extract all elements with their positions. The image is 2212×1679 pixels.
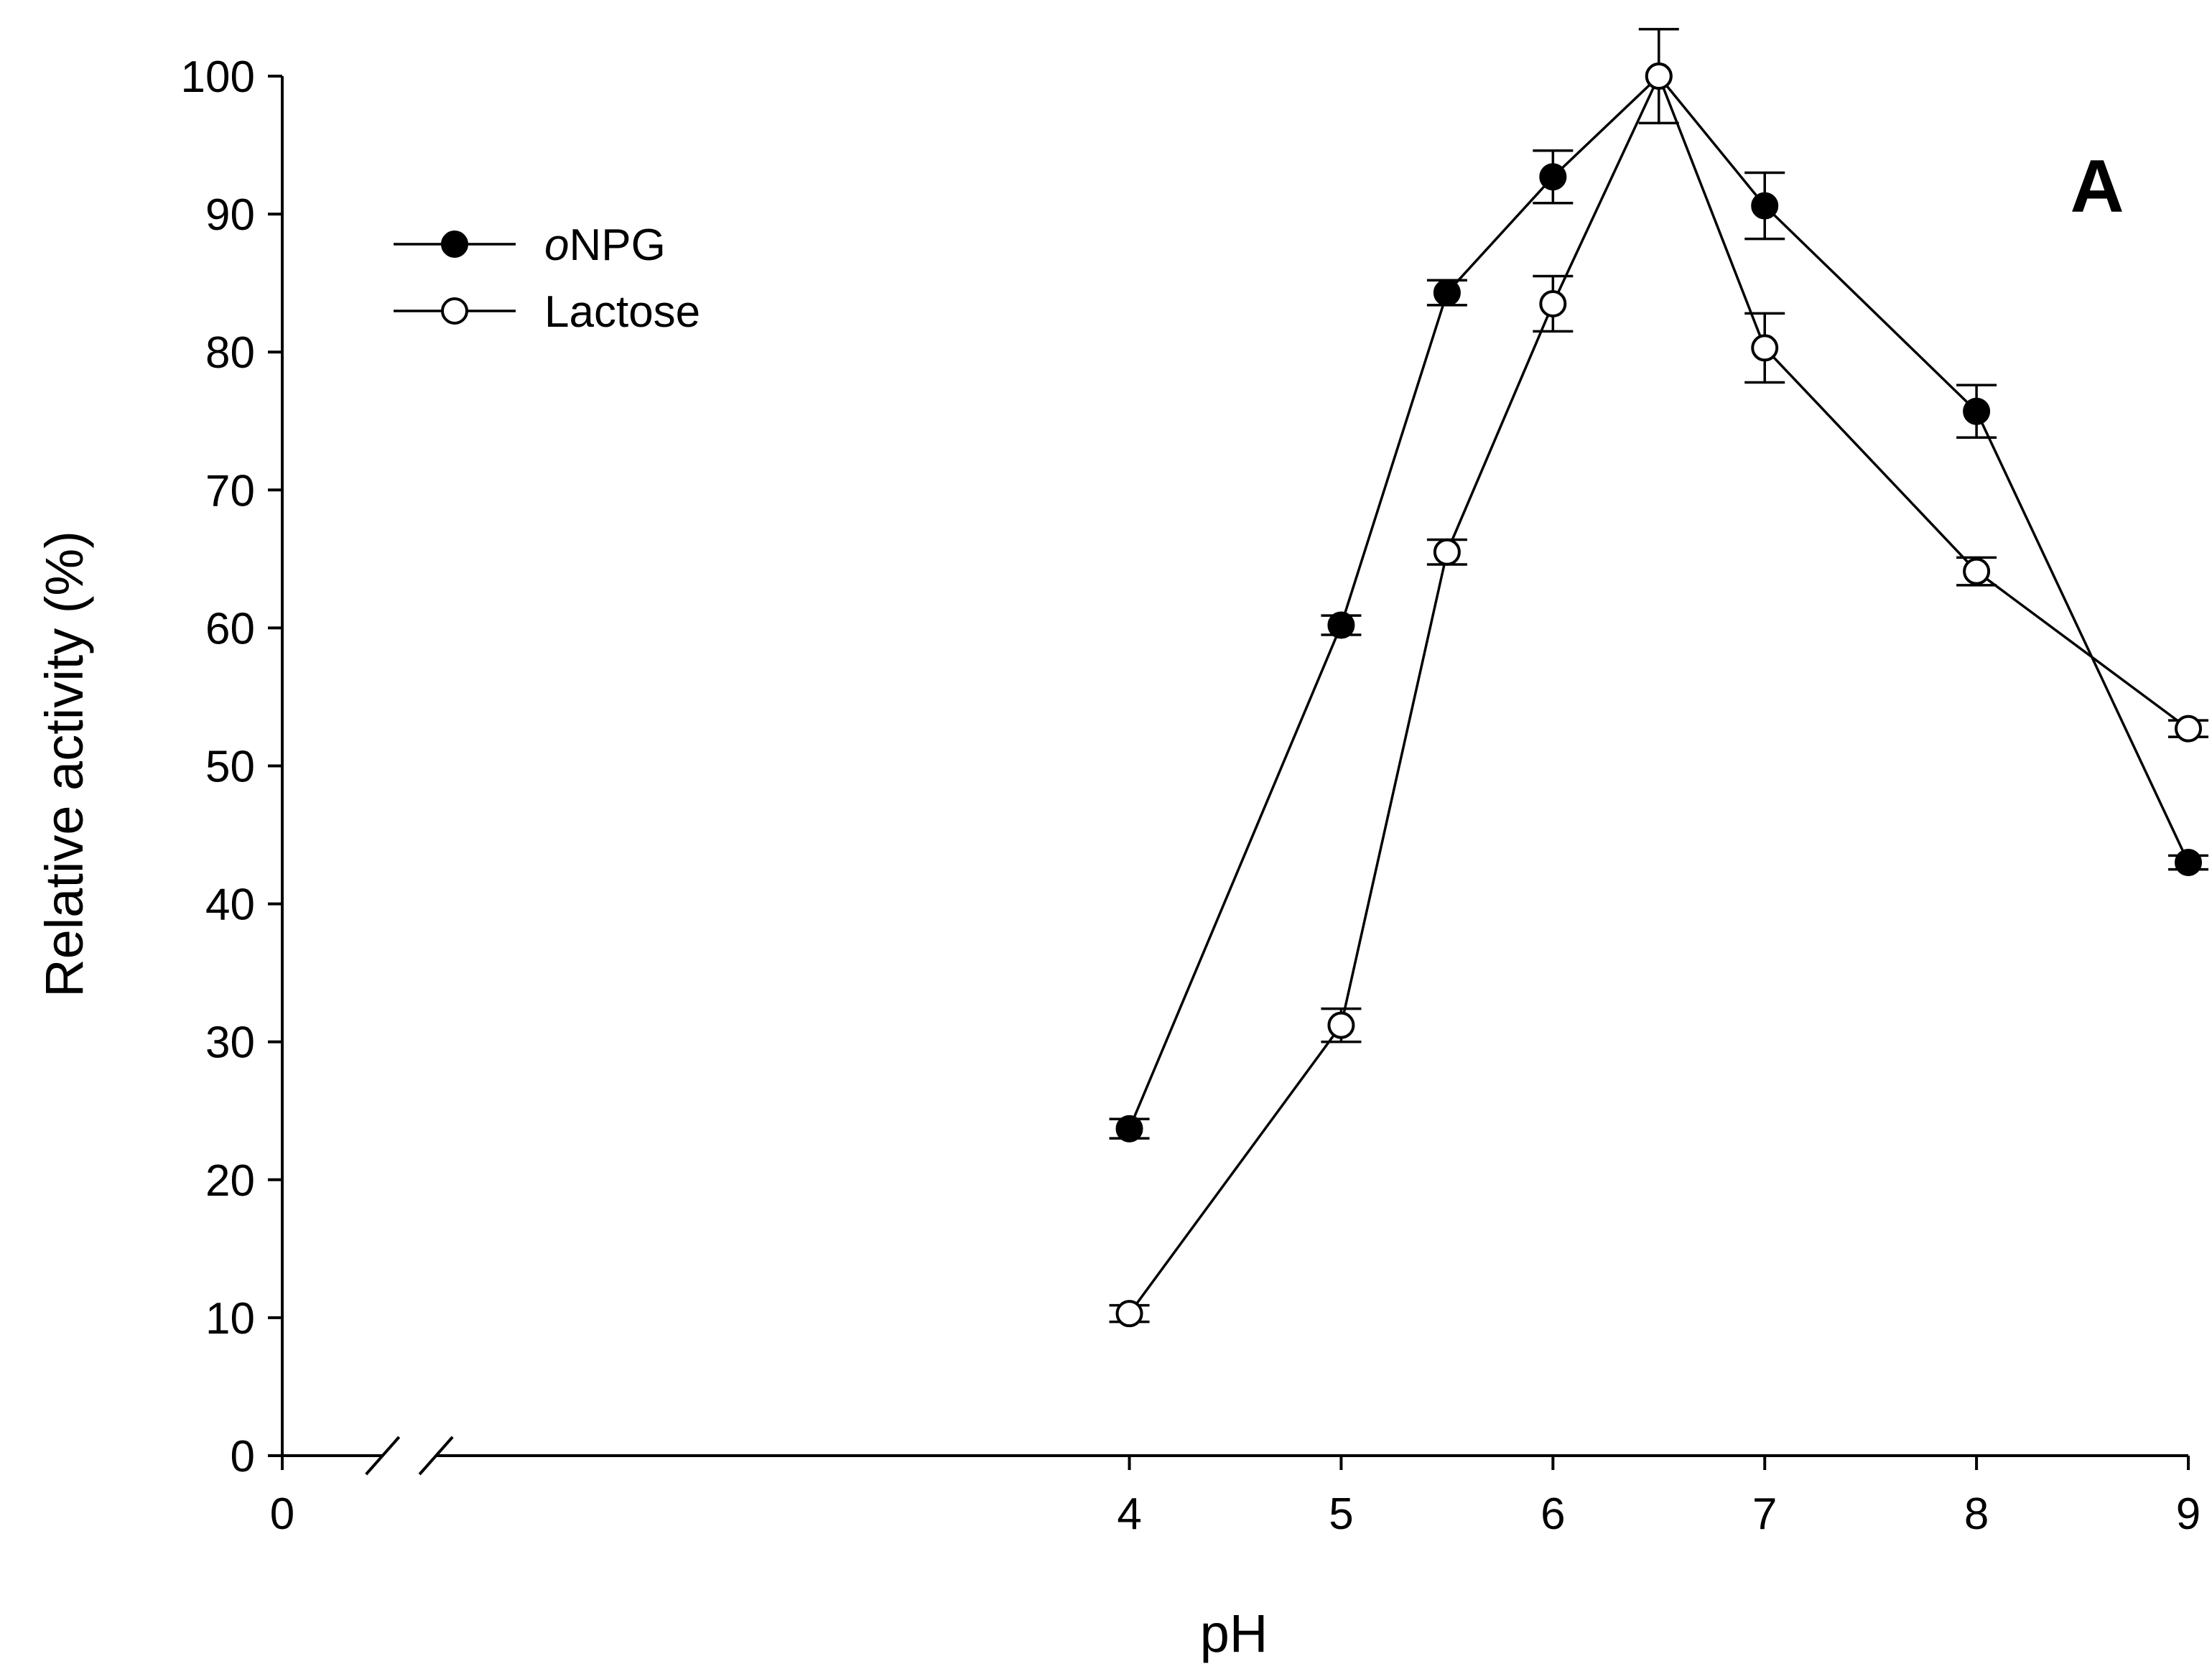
series-layer — [1109, 27, 2208, 1328]
y-tick-label: 50 — [205, 743, 255, 792]
y-tick-label: 20 — [205, 1156, 255, 1206]
x-tick-label: 9 — [2176, 1489, 2201, 1539]
y-axis-title: Relative activity (%) — [34, 531, 94, 997]
data-point — [1327, 1011, 1355, 1039]
data-point — [1751, 192, 1779, 220]
legend-marker — [441, 297, 468, 325]
data-point — [1433, 538, 1461, 566]
x-tick-label: 5 — [1329, 1489, 1353, 1539]
series-onpg — [1109, 62, 2208, 1143]
y-tick-label: 90 — [205, 190, 255, 240]
axis-break-mark — [418, 1436, 454, 1476]
panel-label: A — [2070, 145, 2124, 228]
data-point — [1327, 611, 1355, 639]
y-tick-label: 100 — [181, 52, 255, 102]
data-point — [1963, 557, 1991, 585]
data-point — [1539, 163, 1567, 191]
axis-break-mark — [365, 1436, 401, 1476]
data-point — [1115, 1300, 1143, 1328]
x-tick-label: 8 — [1964, 1489, 1989, 1539]
y-tick-label: 80 — [205, 328, 255, 378]
legend: oNPG Lactose — [394, 220, 700, 337]
data-point — [2175, 715, 2202, 743]
data-point — [1539, 289, 1567, 317]
legend-label: Lactose — [544, 287, 700, 337]
data-point — [2175, 848, 2202, 876]
y-tick-label: 60 — [205, 604, 255, 654]
legend-label: oNPG — [544, 220, 666, 270]
data-point — [1115, 1115, 1143, 1143]
axes: 0 10 20 30 40 50 60 70 80 90 100 0 4 5 6 7 8 9 — [181, 52, 2201, 1539]
x-tick-label: 7 — [1752, 1489, 1777, 1539]
data-point — [1645, 62, 1673, 90]
legend-marker — [441, 231, 468, 258]
series-line — [1128, 74, 2190, 1130]
series-line — [1128, 73, 2190, 1315]
x-tick-label: 4 — [1117, 1489, 1141, 1539]
x-tick-label: 6 — [1540, 1489, 1565, 1539]
x-tick-label: 0 — [270, 1489, 294, 1539]
y-tick-label: 30 — [205, 1018, 255, 1068]
y-tick-label: 10 — [205, 1294, 255, 1344]
data-point — [1963, 397, 1991, 425]
x-axis-title: pH — [1200, 1604, 1268, 1663]
series-lactose — [1109, 27, 2208, 1328]
y-tick-label: 70 — [205, 466, 255, 516]
y-tick-label: 40 — [205, 880, 255, 930]
data-point — [1433, 279, 1461, 307]
y-tick-label: 0 — [231, 1432, 255, 1482]
data-point — [1751, 334, 1779, 362]
